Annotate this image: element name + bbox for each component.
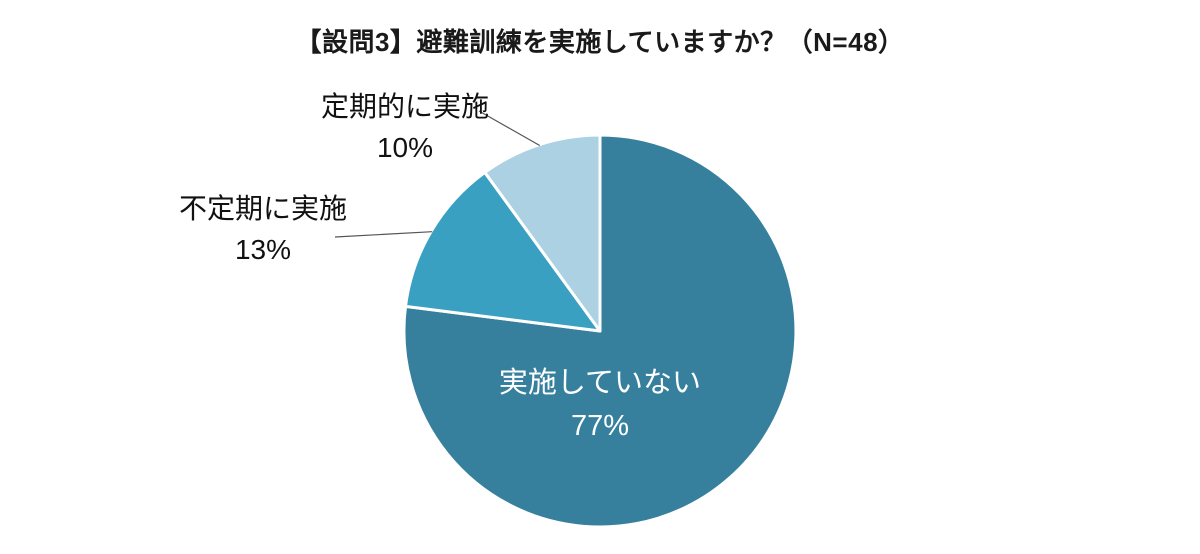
pie-slice-0 (402, 133, 798, 529)
label-none: 実施していない 77% (450, 362, 750, 448)
leader-line-1 (334, 231, 433, 238)
label-regular-pct: 10% (376, 132, 434, 163)
label-regular: 定期的に実施 10% (300, 86, 510, 168)
label-irregular-text: 不定期に実施 (178, 193, 347, 224)
label-regular-text: 定期的に実施 (320, 91, 489, 122)
leader-line-2 (478, 110, 540, 147)
chart-title: 【設問3】避難訓練を実施していますか？（N=48） (295, 27, 905, 57)
label-none-text: 実施していない (498, 367, 702, 399)
label-none-pct: 77% (570, 410, 630, 442)
label-irregular-pct: 13% (234, 234, 292, 265)
pie-slice-2 (483, 133, 602, 333)
label-irregular: 不定期に実施 13% (158, 188, 368, 270)
